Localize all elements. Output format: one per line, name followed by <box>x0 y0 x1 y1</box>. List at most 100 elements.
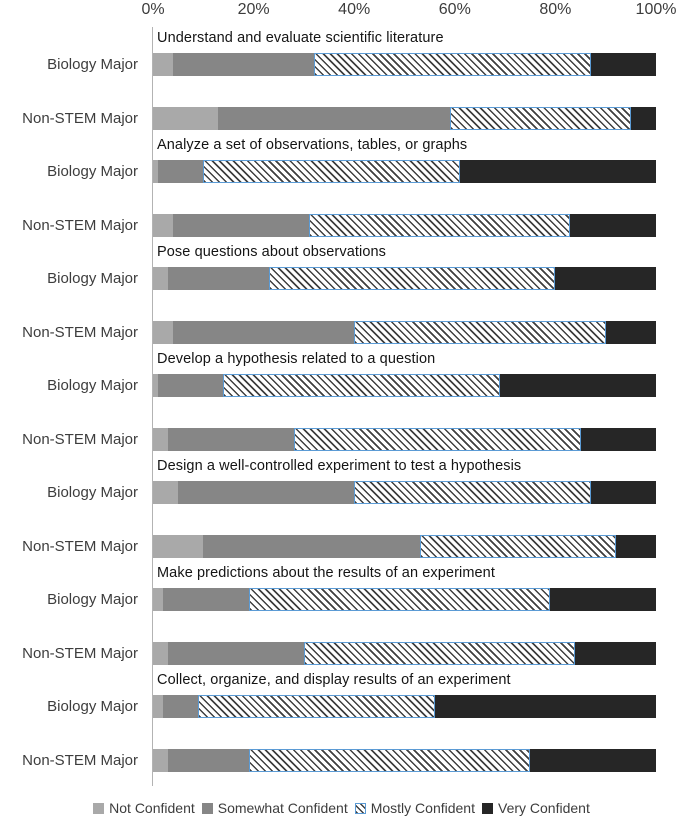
bar-segment-not-confident <box>153 695 164 718</box>
stacked-bar <box>153 160 656 183</box>
bar-segment-very-confident <box>500 374 656 397</box>
bar-segment-somewhat-confident <box>168 267 269 290</box>
x-axis-tick-label: 80% <box>539 1 572 18</box>
bar-segment-somewhat-confident <box>218 106 450 130</box>
stacked-bar <box>153 748 656 772</box>
legend-item-somewhat-confident: Somewhat Confident <box>201 800 348 816</box>
bar-segment-very-confident <box>575 641 656 665</box>
bar-segment-mostly-confident <box>308 213 571 237</box>
bar-segment-mostly-confident <box>293 427 581 451</box>
category-title: Develop a hypothesis related to a questi… <box>157 351 436 367</box>
bar-segment-somewhat-confident <box>168 641 304 665</box>
bar-segment-very-confident <box>590 481 656 504</box>
bar-segment-very-confident <box>530 748 656 772</box>
legend-label: Very Confident <box>498 800 590 816</box>
row-label-non-stem-major: Non-STEM Major <box>22 109 138 127</box>
bar-segment-somewhat-confident <box>158 160 204 183</box>
bar-segment-not-confident <box>153 106 219 130</box>
legend-item-very-confident: Very Confident <box>482 800 590 816</box>
category-title: Make predictions about the results of an… <box>157 565 495 581</box>
bar-segment-not-confident <box>153 374 159 397</box>
bar-segment-mostly-confident <box>248 588 551 611</box>
row-label-non-stem-major: Non-STEM Major <box>22 751 138 769</box>
stacked-bar <box>153 427 656 451</box>
category-title: Pose questions about observations <box>157 244 387 260</box>
bar-segment-somewhat-confident <box>203 534 420 558</box>
stacked-bar <box>153 695 656 718</box>
legend-label: Mostly Confident <box>370 800 475 816</box>
row-label-biology-major: Biology Major <box>47 591 138 608</box>
bar-segment-mostly-confident <box>354 320 606 344</box>
bar-segment-mostly-confident <box>303 641 576 665</box>
bar-segment-mostly-confident <box>198 695 435 718</box>
category-title: Understand and evaluate scientific liter… <box>157 30 444 46</box>
bar-segment-somewhat-confident <box>168 427 294 451</box>
row-label-non-stem-major: Non-STEM Major <box>22 644 138 662</box>
bar-segment-mostly-confident <box>449 106 631 130</box>
legend-swatch-mostly-confident-icon <box>354 802 366 814</box>
stacked-bar <box>153 106 656 130</box>
stacked-bar <box>153 481 656 504</box>
legend-item-mostly-confident: Mostly Confident <box>354 800 475 816</box>
bar-segment-not-confident <box>153 641 169 665</box>
bar-segment-mostly-confident <box>223 374 501 397</box>
bar-segment-somewhat-confident <box>163 695 199 718</box>
bar-segment-not-confident <box>153 481 179 504</box>
row-label-biology-major: Biology Major <box>47 377 138 394</box>
stacked-bar <box>153 588 656 611</box>
bar-segment-somewhat-confident <box>173 320 355 344</box>
row-label-non-stem-major: Non-STEM Major <box>22 430 138 448</box>
legend-swatch-somewhat-confident-icon <box>201 802 213 814</box>
row-label-biology-major: Biology Major <box>47 163 138 180</box>
row-label-non-stem-major: Non-STEM Major <box>22 323 138 341</box>
bar-segment-not-confident <box>153 427 169 451</box>
bar-segment-very-confident <box>434 695 656 718</box>
bar-segment-not-confident <box>153 160 159 183</box>
bar-segment-somewhat-confident <box>173 213 309 237</box>
stacked-bar <box>153 53 656 76</box>
legend-label: Not Confident <box>109 800 195 816</box>
bar-segment-not-confident <box>153 588 164 611</box>
bar-segment-very-confident <box>550 588 656 611</box>
bar-segment-somewhat-confident <box>173 53 314 76</box>
bar-segment-somewhat-confident <box>158 374 224 397</box>
stacked-bar <box>153 320 656 344</box>
bar-segment-not-confident <box>153 748 169 772</box>
x-axis-tick-label: 0% <box>141 1 165 18</box>
bar-segment-mostly-confident <box>268 267 556 290</box>
y-axis-line <box>152 27 153 786</box>
legend-swatch-very-confident-icon <box>482 802 493 814</box>
bar-segment-very-confident <box>630 106 656 130</box>
x-axis-tick-label: 40% <box>338 1 371 18</box>
bar-segment-very-confident <box>605 320 656 344</box>
bar-segment-mostly-confident <box>313 53 591 76</box>
legend-label: Somewhat Confident <box>217 800 348 816</box>
bar-segment-mostly-confident <box>419 534 616 558</box>
x-axis-tick-label: 100% <box>635 1 677 18</box>
stacked-bar <box>153 641 656 665</box>
bar-segment-mostly-confident <box>203 160 460 183</box>
bar-segment-somewhat-confident <box>178 481 355 504</box>
category-title: Design a well-controlled experiment to t… <box>157 458 522 474</box>
bar-segment-very-confident <box>555 267 656 290</box>
stacked-bar <box>153 374 656 397</box>
bar-segment-mostly-confident <box>248 748 531 772</box>
bar-segment-very-confident <box>615 534 656 558</box>
row-label-non-stem-major: Non-STEM Major <box>22 537 138 555</box>
x-axis-tick-label: 60% <box>438 1 471 18</box>
category-title: Analyze a set of observations, tables, o… <box>157 137 468 153</box>
bar-segment-very-confident <box>590 53 656 76</box>
row-label-biology-major: Biology Major <box>47 56 138 73</box>
bar-segment-mostly-confident <box>354 481 591 504</box>
bar-segment-very-confident <box>580 427 656 451</box>
bar-segment-somewhat-confident <box>168 748 249 772</box>
bar-segment-not-confident <box>153 213 174 237</box>
stacked-bar <box>153 213 656 237</box>
row-label-biology-major: Biology Major <box>47 270 138 287</box>
row-label-biology-major: Biology Major <box>47 698 138 715</box>
bar-segment-not-confident <box>153 267 169 290</box>
bar-segment-very-confident <box>459 160 656 183</box>
row-label-non-stem-major: Non-STEM Major <box>22 216 138 234</box>
x-axis-tick-label: 20% <box>237 1 270 18</box>
